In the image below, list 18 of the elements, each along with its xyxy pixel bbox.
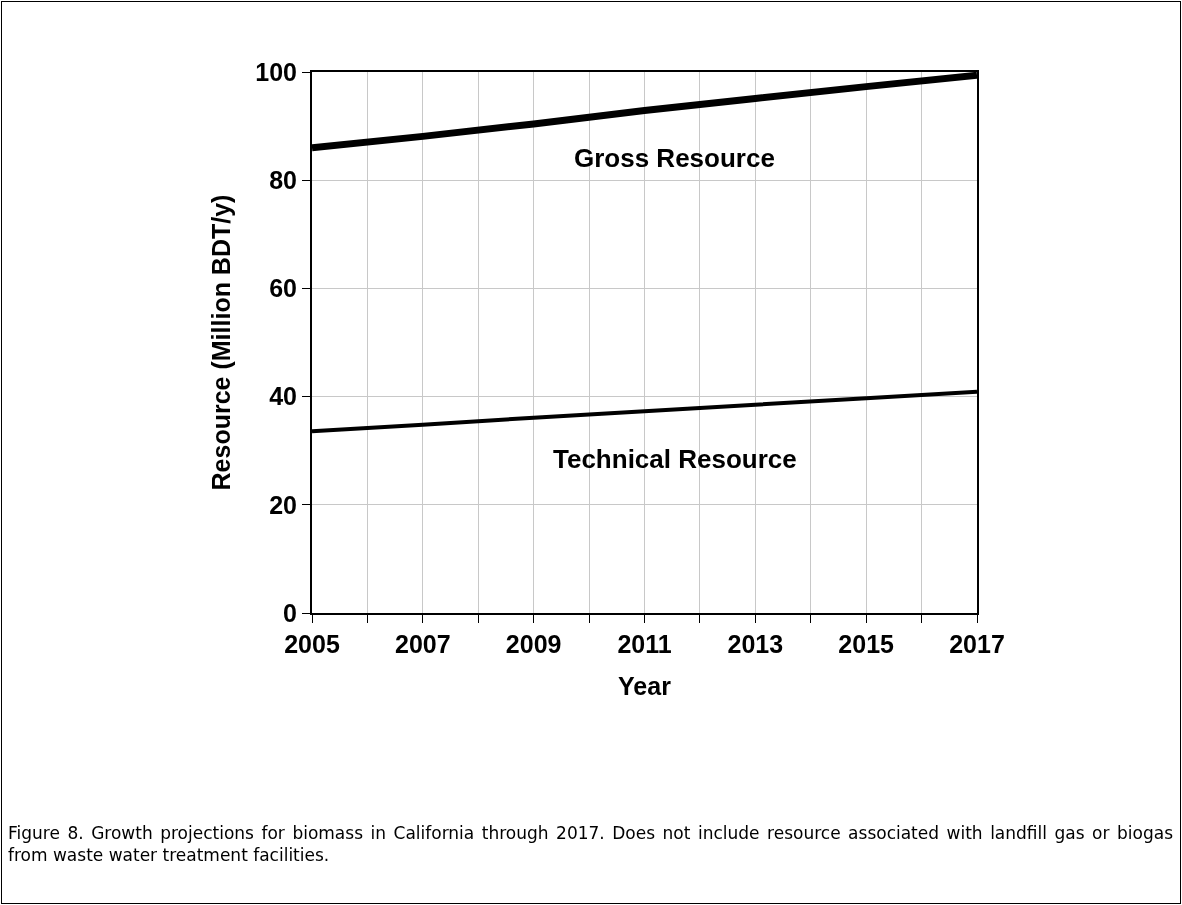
y-tick-label: 60 xyxy=(269,274,297,303)
x-axis-title: Year xyxy=(618,671,672,700)
y-tick-label: 80 xyxy=(269,165,297,194)
y-tick-label: 100 xyxy=(255,57,297,86)
x-tick-label: 2007 xyxy=(395,630,451,658)
x-tick-label: 2005 xyxy=(284,630,340,658)
y-tick-label: 0 xyxy=(283,598,297,627)
caption: Figure 8. Growth projections for biomass in California through 2017. Does not include resource associated with landfill gas or biogas from waste water treatment facilities. xyxy=(8,822,1173,866)
x-tick-label: 2009 xyxy=(505,630,562,658)
series-label: Technical Resource xyxy=(553,444,797,474)
x-tick-label: 2017 xyxy=(949,630,1005,658)
x-tick-label: 2011 xyxy=(617,630,672,658)
y-tick-label: 20 xyxy=(269,490,297,519)
series-label: Gross Resource xyxy=(574,143,775,173)
x-tick-label: 2013 xyxy=(727,630,784,658)
y-tick-label: 40 xyxy=(269,382,297,411)
x-tick-label: 2015 xyxy=(838,630,895,658)
y-axis-title: Resource (Million BDT/y) xyxy=(206,194,235,491)
